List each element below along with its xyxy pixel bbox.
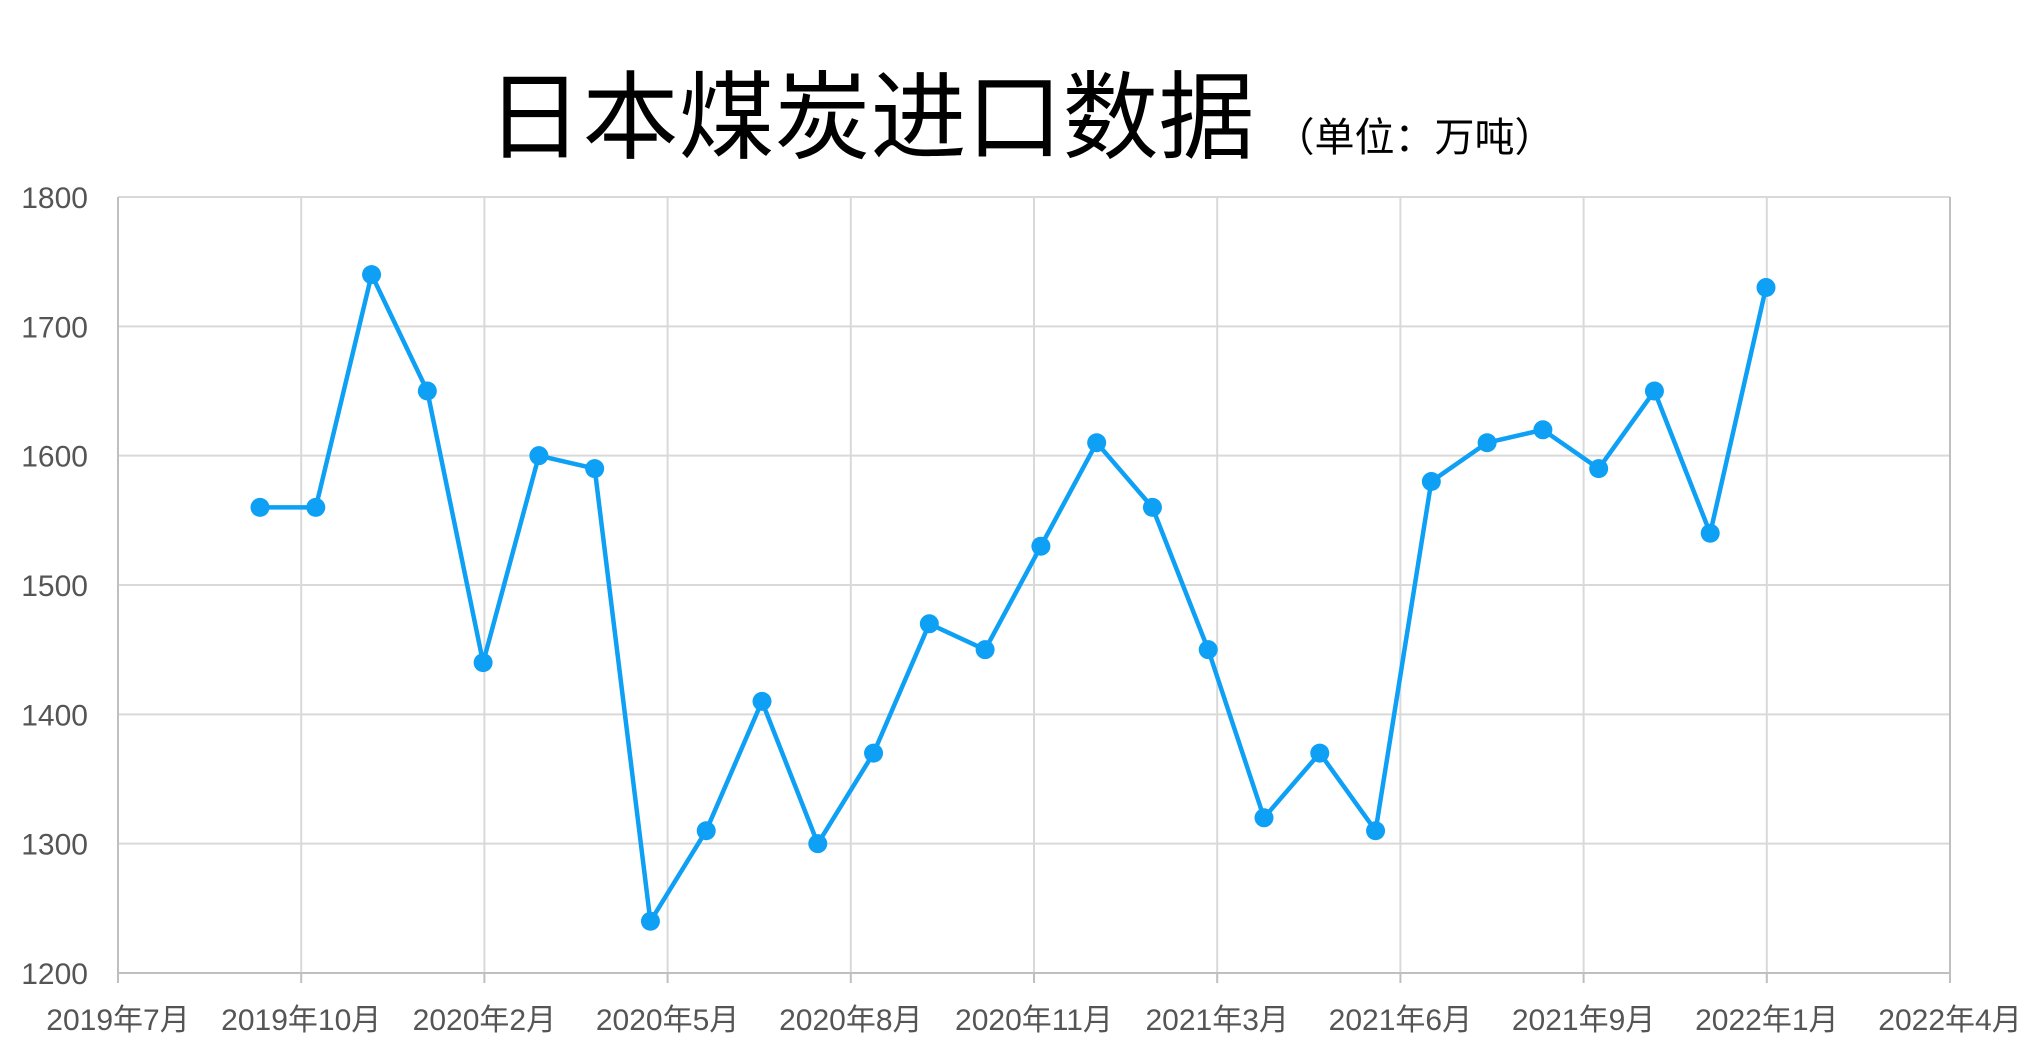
data-point [362, 265, 382, 285]
x-tick-label: 2020年2月 [413, 1004, 556, 1037]
x-tick-label: 2020年11月 [955, 1004, 1113, 1037]
x-tick-label: 2020年5月 [596, 1004, 739, 1037]
data-point [417, 381, 437, 401]
x-tick-label: 2022年4月 [1878, 1004, 2021, 1037]
chart-title-block: 日本煤炭进口数据 （单位：万吨） [0, 40, 2041, 179]
x-tick-label: 2019年7月 [46, 1004, 189, 1037]
y-tick-label: 1200 [21, 958, 88, 991]
data-point [1700, 523, 1720, 543]
data-point [1142, 497, 1162, 517]
data-point [1254, 808, 1274, 828]
chart-title: 日本煤炭进口数据 [486, 62, 1255, 174]
data-point [1589, 459, 1609, 479]
y-tick-label: 1700 [21, 311, 88, 344]
data-point [808, 834, 828, 854]
grid-layer [117, 196, 1951, 974]
data-point [250, 497, 270, 517]
x-tick-label: 2021年3月 [1145, 1004, 1288, 1037]
data-point [919, 614, 939, 634]
y-tick-label: 1600 [21, 441, 88, 474]
x-tick-label: 2019年10月 [221, 1004, 381, 1037]
y-tick-label: 1300 [21, 829, 88, 862]
data-point [306, 497, 326, 517]
tick-label-layer: 1200 1300 1400 1500 1600 1700 1800 2019年7月 2019年… [21, 182, 2021, 1037]
data-point [1031, 536, 1051, 556]
data-point [752, 691, 772, 711]
x-tick-label: 2022年1月 [1695, 1004, 1838, 1037]
data-point [1198, 640, 1218, 660]
x-tick-label: 2020年8月 [779, 1004, 922, 1037]
y-tick-label: 1500 [21, 570, 88, 603]
data-point [975, 640, 995, 660]
data-point [1533, 420, 1553, 440]
data-point [473, 653, 493, 673]
data-point [529, 446, 549, 466]
data-point [585, 459, 605, 479]
data-point [1421, 472, 1441, 492]
data-point [696, 821, 716, 841]
series-layer [250, 265, 1776, 931]
series-line [260, 272, 1769, 924]
axis-layer [117, 972, 1951, 983]
data-point [1477, 433, 1497, 453]
x-tick-label: 2021年9月 [1512, 1004, 1655, 1037]
data-point [1366, 821, 1386, 841]
y-tick-label: 1400 [21, 699, 88, 732]
chart-subtitle: （单位：万吨） [1274, 115, 1555, 161]
data-point [1756, 278, 1776, 298]
data-point [1644, 381, 1664, 401]
x-tick-label: 2021年6月 [1329, 1004, 1472, 1037]
data-point [1087, 433, 1107, 453]
y-tick-label: 1800 [21, 182, 88, 215]
data-point [1310, 743, 1330, 763]
data-point [864, 743, 884, 763]
data-point [640, 911, 660, 931]
